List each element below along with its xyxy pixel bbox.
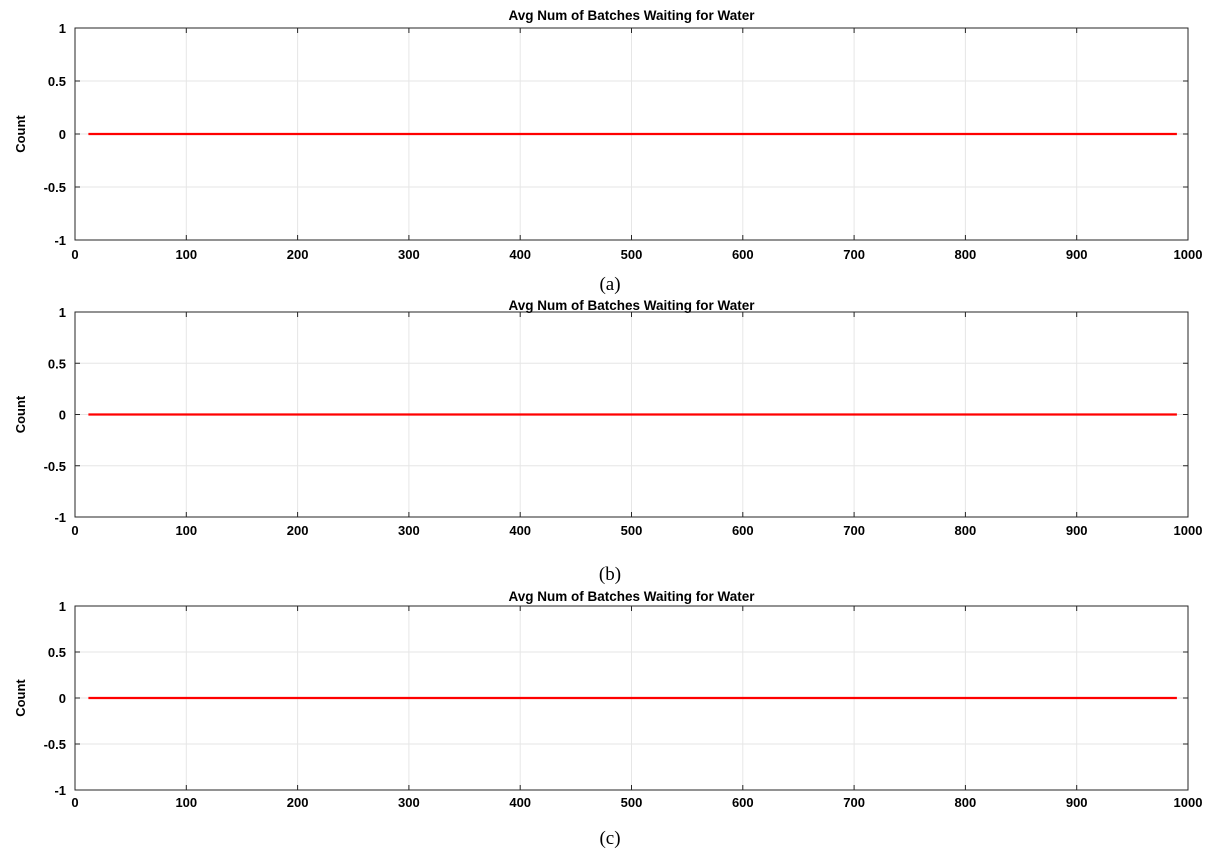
x-tick-label: 0 (71, 247, 78, 262)
x-tick-label: 300 (398, 795, 420, 810)
x-tick-label: 0 (71, 523, 78, 538)
chart-panel-c: 0 100 200 300 400 500 600 700 800 900 1000 1 0.5 0 -0.… (13, 589, 1202, 849)
x-tick-label: 400 (509, 523, 531, 538)
x-tick-label: 800 (955, 523, 977, 538)
y-tick-label: 1 (59, 305, 66, 320)
chart-title: Avg Num of Batches Waiting for Water (508, 298, 755, 313)
y-axis-label: Count (13, 395, 28, 433)
y-axis-label: Count (13, 115, 28, 153)
x-tick-label: 700 (843, 247, 865, 262)
x-tick-label: 200 (287, 523, 309, 538)
x-tick-label: 500 (621, 247, 643, 262)
x-tick-label: 400 (509, 247, 531, 262)
y-tick-label: 0 (59, 127, 66, 142)
x-tick-label: 600 (732, 523, 754, 538)
chart-panel-a: 0 100 200 300 400 500 600 700 800 900 1000 1 0.5 0 -0.… (13, 8, 1202, 295)
y-tick-label: 0 (59, 408, 66, 423)
x-tick-label: 900 (1066, 523, 1088, 538)
y-tick-label: 1 (59, 21, 66, 36)
x-tick-label: 300 (398, 523, 420, 538)
x-tick-label: 800 (955, 247, 977, 262)
y-tick-label: -0.5 (44, 737, 66, 752)
x-tick-label: 700 (843, 795, 865, 810)
x-tick-label: 1000 (1174, 523, 1203, 538)
x-tick-label: 300 (398, 247, 420, 262)
x-tick-label: 800 (955, 795, 977, 810)
y-tick-label: -1 (54, 510, 66, 525)
x-tick-label: 700 (843, 523, 865, 538)
x-tick-label: 200 (287, 247, 309, 262)
x-tick-label: 500 (621, 795, 643, 810)
panel-caption: (b) (599, 564, 621, 585)
y-tick-label: -0.5 (44, 180, 66, 195)
y-tick-label: 0.5 (48, 645, 66, 660)
y-tick-label: 0.5 (48, 74, 66, 89)
y-tick-label: 0.5 (48, 356, 66, 371)
x-tick-label: 0 (71, 795, 78, 810)
x-tick-label: 900 (1066, 795, 1088, 810)
y-tick-label: 1 (59, 599, 66, 614)
x-tick-label: 1000 (1174, 247, 1203, 262)
x-tick-label: 900 (1066, 247, 1088, 262)
chart-title: Avg Num of Batches Waiting for Water (508, 8, 755, 23)
x-tick-label: 100 (175, 247, 197, 262)
x-tick-label: 400 (509, 795, 531, 810)
y-tick-label: -1 (54, 233, 66, 248)
y-axis-label: Count (13, 679, 28, 717)
y-tick-label: -0.5 (44, 459, 66, 474)
panel-caption: (c) (599, 828, 620, 849)
x-tick-label: 100 (175, 523, 197, 538)
x-tick-label: 600 (732, 247, 754, 262)
y-tick-label: 0 (59, 691, 66, 706)
x-tick-label: 600 (732, 795, 754, 810)
chart-title: Avg Num of Batches Waiting for Water (508, 589, 755, 604)
chart-panel-b: 0 100 200 300 400 500 600 700 800 900 1000 1 0.5 0 -0.… (13, 298, 1202, 585)
x-tick-label: 500 (621, 523, 643, 538)
x-tick-label: 200 (287, 795, 309, 810)
panel-caption: (a) (599, 274, 620, 295)
y-tick-label: -1 (54, 783, 66, 798)
x-tick-label: 1000 (1174, 795, 1203, 810)
x-tick-label: 100 (175, 795, 197, 810)
